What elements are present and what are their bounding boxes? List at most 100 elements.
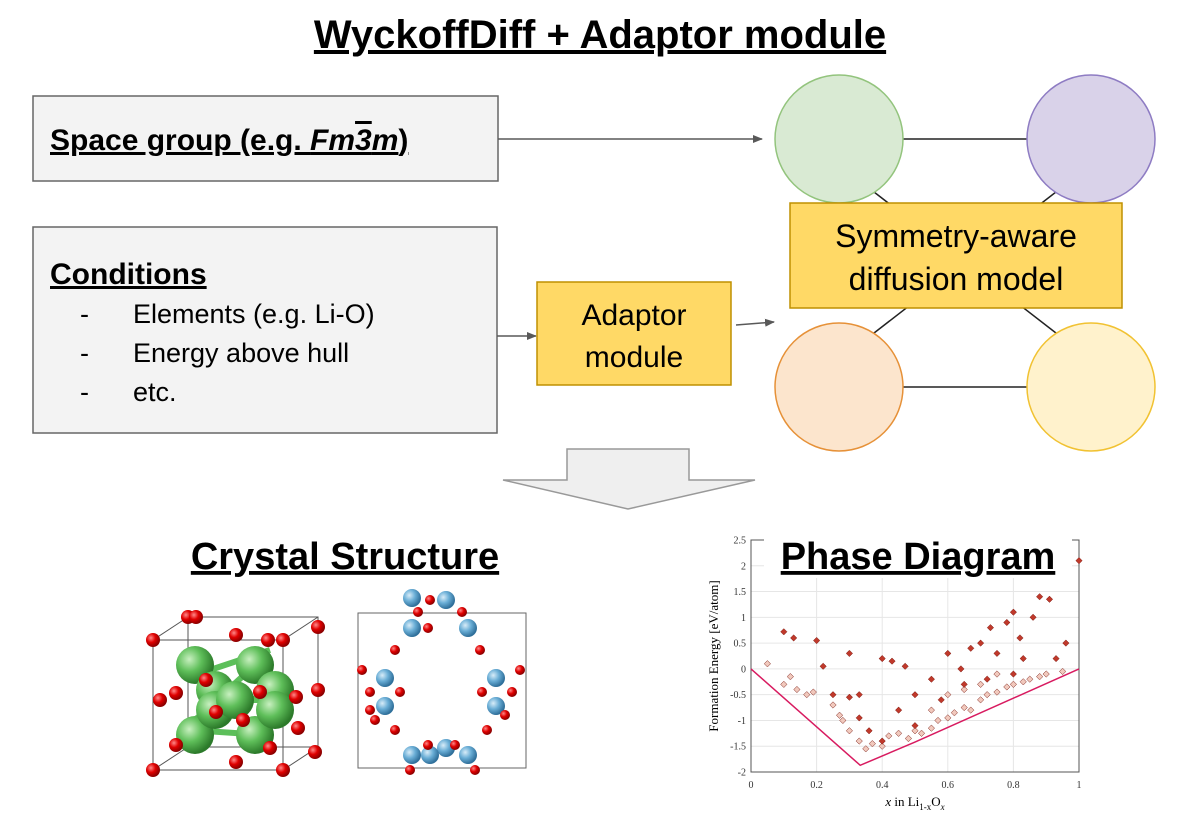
x-tick-label: 1: [1077, 780, 1082, 791]
atom: [390, 645, 400, 655]
atom: [500, 710, 510, 720]
adaptor-box: [536, 281, 732, 386]
point: [983, 675, 991, 683]
atom: [487, 669, 505, 687]
title-backdrop: [764, 534, 1072, 578]
x-tick-label: 0: [749, 780, 754, 791]
crystal-title: Crystal Structure: [191, 536, 499, 578]
point: [957, 665, 965, 673]
point: [977, 680, 985, 688]
model-label: diffusion model: [849, 261, 1064, 297]
y-tick-label: 2: [741, 561, 746, 572]
atom: [289, 690, 303, 704]
point: [960, 685, 968, 694]
point: [1029, 613, 1037, 621]
atom: [357, 665, 367, 675]
atom: [229, 755, 243, 769]
atom: [475, 645, 485, 655]
point: [977, 639, 985, 647]
atom: [390, 725, 400, 735]
point: [1009, 608, 1017, 616]
point: [927, 706, 935, 714]
atom: [459, 746, 477, 764]
x-tick-label: 0.4: [876, 780, 889, 791]
point: [944, 691, 952, 699]
adaptor-label: module: [585, 341, 683, 374]
point: [878, 737, 886, 745]
conditions-list: - Elements (e.g. Li-O) - Energy above hull -…: [80, 299, 375, 407]
atom: [308, 745, 322, 759]
point: [986, 624, 994, 632]
condition-item: Energy above hull: [133, 338, 349, 368]
phase-title: Phase Diagram: [781, 536, 1056, 578]
point: [855, 714, 863, 722]
point: [855, 737, 863, 745]
point: [1026, 675, 1034, 683]
point: [1036, 673, 1044, 681]
x-axis-label: x in Li1-xOx: [884, 794, 944, 812]
atom: [199, 673, 213, 687]
x-tick-label: 0.2: [810, 780, 823, 791]
point: [803, 691, 811, 699]
atom: [403, 746, 421, 764]
point: [904, 734, 912, 743]
symbol: 3: [355, 124, 372, 157]
point: [993, 688, 1001, 696]
x-axis-label-part: 1-x: [919, 802, 931, 812]
point: [809, 688, 817, 696]
atom: [291, 721, 305, 735]
atom: [403, 619, 421, 637]
conditions-title: Conditions: [50, 258, 207, 291]
point: [839, 716, 847, 724]
bullet: -: [80, 377, 89, 407]
condition-item: etc.: [133, 377, 177, 407]
y-tick-label: 1.5: [734, 587, 747, 598]
point: [960, 680, 968, 688]
point: [845, 727, 853, 735]
point: [1045, 595, 1054, 603]
point: [1052, 655, 1060, 663]
point: [1075, 557, 1083, 565]
point: [895, 729, 903, 737]
condition-item: Elements (e.g. Li-O): [133, 299, 375, 329]
y-tick-label: -1.5: [730, 742, 746, 753]
down-arrow: [502, 448, 756, 510]
crystal-image: [357, 589, 527, 775]
bullet: -: [80, 299, 89, 329]
atom: [403, 589, 421, 607]
atom: [450, 740, 460, 750]
atom: [470, 765, 480, 775]
atom: [153, 693, 167, 707]
bullet: -: [80, 338, 89, 368]
arrow: [735, 318, 775, 327]
atom: [423, 623, 433, 633]
x-axis-label-part: x: [884, 794, 891, 809]
point: [819, 662, 827, 670]
atom: [146, 633, 160, 647]
space-group-text: Space group (e.g.: [50, 124, 310, 157]
model-box: [789, 202, 1123, 309]
symbol: Fm: [310, 124, 355, 157]
atom: [457, 607, 467, 617]
point: [950, 709, 958, 717]
atom: [146, 763, 160, 777]
atom: [370, 715, 380, 725]
y-tick-label: 1: [741, 613, 746, 624]
point: [878, 655, 886, 663]
atom: [189, 610, 203, 624]
point: [829, 691, 837, 699]
node: [774, 322, 904, 452]
point: [967, 706, 975, 714]
atom: [209, 705, 223, 719]
y-tick-label: -1: [738, 716, 746, 727]
point: [937, 696, 945, 704]
point: [1003, 618, 1011, 627]
point: [813, 636, 821, 645]
atom: [365, 687, 375, 697]
y-tick-label: 0: [741, 664, 746, 675]
atom: [423, 740, 433, 750]
node: [1026, 322, 1156, 452]
atom: [487, 697, 505, 715]
point: [829, 701, 837, 709]
